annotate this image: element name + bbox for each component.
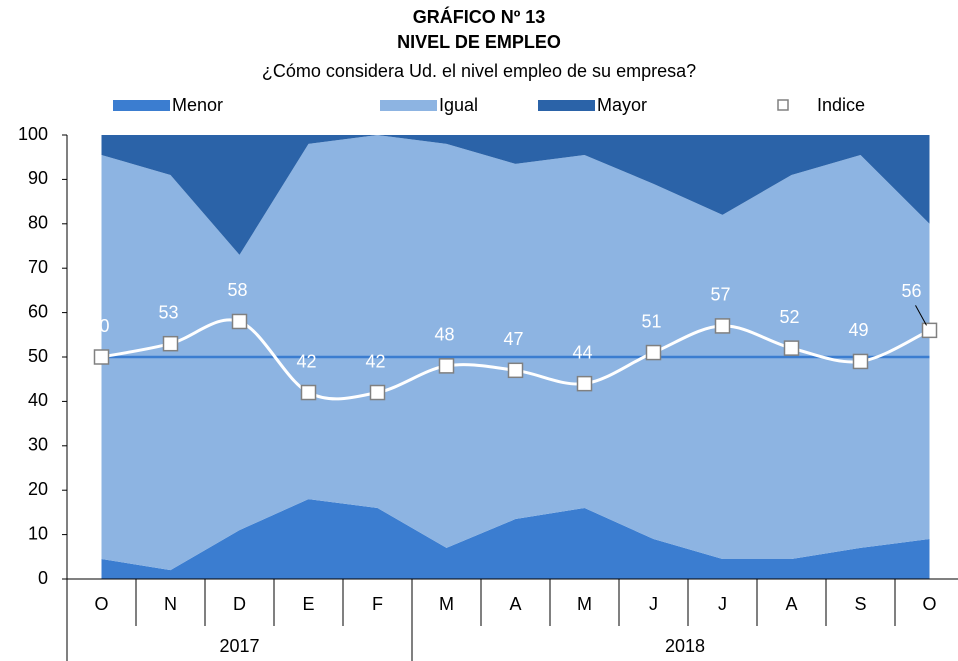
index-marker bbox=[507, 362, 524, 379]
x-tick-label: D bbox=[233, 594, 246, 614]
y-tick-label: 50 bbox=[28, 346, 48, 366]
y-tick-label: 30 bbox=[28, 435, 48, 455]
y-tick-label: 40 bbox=[28, 390, 48, 410]
data-label: 42 bbox=[365, 351, 385, 371]
y-tick-label: 90 bbox=[28, 168, 48, 188]
data-label: 53 bbox=[158, 302, 178, 322]
index-marker bbox=[645, 344, 662, 361]
leader-line bbox=[915, 305, 927, 326]
chart-title: GRÁFICO Nº 13 bbox=[413, 6, 546, 27]
data-label: 51 bbox=[641, 311, 661, 331]
index-marker bbox=[369, 384, 386, 401]
index-marker bbox=[162, 335, 179, 352]
area bbox=[101, 135, 930, 571]
data-label: 58 bbox=[227, 280, 247, 300]
index-marker bbox=[852, 353, 869, 370]
index-marker bbox=[300, 384, 317, 401]
data-label: 44 bbox=[572, 342, 592, 362]
legend-marker bbox=[777, 99, 789, 111]
data-label: 47 bbox=[503, 329, 523, 349]
x-tick-label: A bbox=[785, 594, 797, 614]
x-tick-label: N bbox=[164, 594, 177, 614]
data-label: 49 bbox=[848, 320, 868, 340]
x-tick-label: A bbox=[509, 594, 521, 614]
index-marker bbox=[438, 358, 455, 374]
y-tick-label: 80 bbox=[28, 213, 48, 233]
legend-swatch bbox=[380, 100, 437, 111]
x-tick-label: M bbox=[577, 594, 592, 614]
legend-label: Mayor bbox=[597, 95, 647, 115]
data-label: 56 bbox=[901, 281, 921, 301]
y-tick-label: 20 bbox=[28, 479, 48, 499]
chart-question: ¿Cómo considera Ud. el nivel empleo de s… bbox=[262, 61, 696, 81]
x-tick-label: F bbox=[372, 594, 383, 614]
data-label: 57 bbox=[710, 285, 730, 305]
legend-swatch bbox=[538, 100, 595, 111]
index-marker bbox=[783, 340, 800, 356]
y-tick-label: 100 bbox=[18, 124, 48, 144]
group-label: 2018 bbox=[665, 636, 705, 656]
index-marker bbox=[93, 349, 110, 365]
index-marker bbox=[231, 313, 248, 330]
group-label: 2017 bbox=[219, 636, 259, 656]
legend-label: Indice bbox=[817, 95, 865, 115]
index-marker bbox=[714, 318, 731, 334]
legend-label: Menor bbox=[172, 95, 223, 115]
index-marker bbox=[576, 375, 593, 392]
area bbox=[101, 135, 930, 255]
x-tick-label: J bbox=[649, 594, 658, 614]
y-tick-label: 0 bbox=[38, 568, 48, 588]
index-marker bbox=[921, 322, 938, 339]
data-label: 50 bbox=[89, 316, 109, 336]
chart-subtitle: NIVEL DE EMPLEO bbox=[397, 32, 561, 52]
x-tick-label: O bbox=[922, 594, 936, 614]
x-tick-label: E bbox=[302, 594, 314, 614]
data-label: 48 bbox=[434, 325, 454, 345]
legend-swatch bbox=[113, 100, 170, 111]
x-tick-label: M bbox=[439, 594, 454, 614]
legend-label: Igual bbox=[439, 95, 478, 115]
y-tick-label: 10 bbox=[28, 523, 48, 543]
x-tick-label: J bbox=[718, 594, 727, 614]
data-label: 52 bbox=[779, 307, 799, 327]
data-label: 42 bbox=[296, 351, 316, 371]
y-tick-label: 60 bbox=[28, 301, 48, 321]
x-tick-label: S bbox=[854, 594, 866, 614]
x-tick-label: O bbox=[94, 594, 108, 614]
y-tick-label: 70 bbox=[28, 257, 48, 277]
